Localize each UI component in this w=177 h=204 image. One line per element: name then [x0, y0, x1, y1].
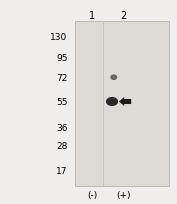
Ellipse shape: [110, 75, 117, 81]
Text: 36: 36: [56, 124, 68, 133]
FancyBboxPatch shape: [75, 21, 169, 186]
Text: 1: 1: [89, 10, 95, 20]
Text: 55: 55: [56, 98, 68, 106]
Text: (+): (+): [116, 190, 131, 199]
Text: 72: 72: [56, 73, 68, 82]
FancyArrow shape: [119, 98, 131, 106]
Text: 130: 130: [50, 33, 68, 42]
Text: 95: 95: [56, 53, 68, 62]
Text: 28: 28: [56, 142, 68, 151]
Text: 2: 2: [120, 10, 127, 20]
Text: 17: 17: [56, 166, 68, 175]
Text: (-): (-): [87, 190, 97, 199]
Ellipse shape: [106, 98, 118, 106]
FancyBboxPatch shape: [103, 21, 104, 186]
